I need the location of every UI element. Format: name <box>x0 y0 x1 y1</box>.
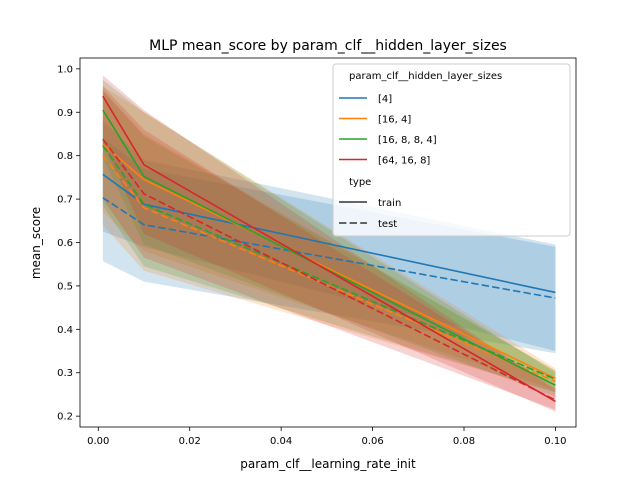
chart-title: MLP mean_score by param_clf__hidden_laye… <box>149 38 507 54</box>
x-tick-label: 0.00 <box>87 436 109 447</box>
legend-label: [16, 8, 8, 4] <box>378 135 437 146</box>
x-tick-label: 0.02 <box>179 436 201 447</box>
legend-label: [64, 16, 8] <box>378 156 430 167</box>
legend-label: [16, 4] <box>378 115 411 126</box>
legend-box <box>332 63 571 237</box>
y-tick-label: 1.0 <box>57 64 73 75</box>
plot-area <box>102 75 556 412</box>
legend-style-label: train <box>378 198 401 209</box>
x-axis-label: param_clf__learning_rate_init <box>240 457 416 471</box>
x-tick-label: 0.10 <box>544 436 566 447</box>
y-tick-label: 0.8 <box>57 151 73 162</box>
ci-band-2-train <box>102 79 556 397</box>
y-axis-label: mean_score <box>29 207 43 279</box>
series-line-0-test <box>102 197 556 299</box>
axes: 0.00 0.02 0.04 0.06 0.08 0.10 0.2 0.3 0.4 0.5 0.6 0… <box>57 57 577 447</box>
series-line-2-test <box>102 145 556 380</box>
ci-band-1-train <box>102 86 556 391</box>
ci-band-2-test <box>102 90 556 393</box>
legend-label: [4] <box>378 94 392 105</box>
ci-band-0-train <box>102 120 556 352</box>
series-line-2-train <box>102 109 556 387</box>
series-line-0-train <box>102 173 556 294</box>
y-tick-label: 0.4 <box>57 325 73 336</box>
y-tick-label: 0.7 <box>57 195 73 206</box>
ci-band-1-test <box>102 90 556 393</box>
legend-style-title: type <box>349 177 371 188</box>
ci-band-0-test <box>102 138 556 354</box>
x-tick-label: 0.06 <box>361 436 383 447</box>
y-tick-label: 0.2 <box>57 412 73 423</box>
series-line-1-test <box>102 155 556 383</box>
x-tick-label: 0.04 <box>270 436 292 447</box>
series-line-3-train <box>102 95 556 403</box>
legend-hue-title: param_clf__hidden_layer_sizes <box>349 71 502 82</box>
series-line-3-test <box>102 138 556 401</box>
y-tick-label: 0.5 <box>57 281 73 292</box>
legend-style-label: test <box>378 219 397 230</box>
y-tick-label: 0.3 <box>57 368 73 379</box>
y-tick-label: 0.9 <box>57 108 73 119</box>
x-tick-label: 0.08 <box>453 436 475 447</box>
y-tick-label: 0.6 <box>57 238 73 249</box>
legend: param_clf__hidden_layer_sizes [4] [16, 4] [… <box>332 63 571 237</box>
